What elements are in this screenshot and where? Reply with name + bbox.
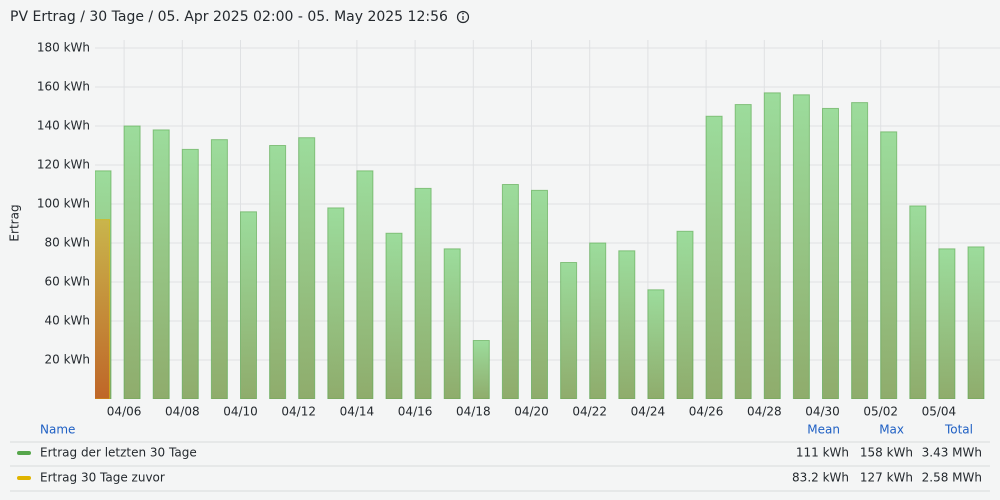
bar	[560, 262, 578, 399]
bar	[501, 184, 519, 399]
legend-name: Ertrag der letzten 30 Tage	[40, 446, 197, 460]
bar	[414, 187, 432, 399]
y-tick-label: 20 kWh	[44, 353, 90, 367]
x-tick-label: 04/10	[223, 405, 258, 419]
panel-title: PV Ertrag / 30 Tage / 05. Apr 2025 02:00…	[10, 9, 448, 25]
y-tick-label: 100 kWh	[37, 197, 90, 211]
y-tick-label: 40 kWh	[44, 314, 90, 328]
bar	[880, 131, 898, 399]
bar	[385, 232, 403, 399]
y-tick-label: 80 kWh	[44, 236, 90, 250]
plot	[95, 92, 985, 399]
y-axis-title: Ertrag	[8, 204, 22, 241]
bar	[705, 115, 723, 399]
x-tick-label: 04/26	[689, 405, 724, 419]
bar	[269, 145, 287, 399]
legend-value: 3.43 MWh	[922, 446, 982, 460]
y-tick-label: 140 kWh	[37, 119, 90, 133]
y-tick-label: 120 kWh	[37, 158, 90, 172]
info-icon[interactable]	[456, 10, 470, 24]
legend-value: 111 kWh	[796, 446, 849, 460]
legend-header: Max	[879, 423, 904, 437]
x-tick-label: 04/22	[572, 405, 607, 419]
x-tick-label: 04/08	[165, 405, 200, 419]
bar	[618, 250, 636, 399]
legend-header: Mean	[807, 423, 840, 437]
bar	[822, 107, 839, 399]
bar	[792, 94, 810, 399]
legend-value: 158 kWh	[860, 446, 913, 460]
x-tick-label: 04/30	[805, 405, 840, 419]
bar	[123, 125, 141, 399]
bar	[95, 219, 110, 399]
bar	[210, 139, 228, 399]
bar	[909, 205, 927, 399]
bar	[734, 104, 752, 399]
bar	[589, 242, 607, 399]
y-tick-label: 160 kWh	[37, 80, 90, 94]
x-tick-label: 04/14	[340, 405, 375, 419]
legend-value: 127 kWh	[860, 471, 913, 485]
x-tick-label: 04/16	[398, 405, 433, 419]
bar	[443, 248, 461, 399]
legend-swatch	[17, 451, 31, 455]
x-tick-label: 05/04	[922, 405, 957, 419]
y-tick-label: 60 kWh	[44, 275, 90, 289]
bar	[938, 248, 956, 399]
x-tick-label: 04/28	[747, 405, 782, 419]
x-tick-label: 04/12	[281, 405, 316, 419]
bar	[531, 189, 548, 399]
bar	[676, 230, 694, 399]
bar	[298, 137, 316, 399]
bar	[152, 129, 170, 399]
x-tick-label: 05/02	[863, 405, 898, 419]
bar	[851, 102, 869, 399]
legend-header: Name	[40, 423, 75, 437]
x-tick-label: 04/06	[107, 405, 142, 419]
bar	[356, 170, 374, 399]
bar	[327, 207, 345, 399]
x-tick-label: 04/20	[514, 405, 549, 419]
bar	[240, 211, 257, 399]
bar	[967, 246, 985, 399]
y-tick-label: 180 kWh	[37, 41, 90, 55]
x-tick-label: 04/18	[456, 405, 491, 419]
x-tick-label: 04/24	[631, 405, 666, 419]
bar	[763, 92, 781, 399]
bar	[181, 148, 199, 399]
bar	[472, 340, 490, 399]
bar	[647, 289, 665, 399]
legend-swatch	[17, 476, 31, 480]
legend-value: 83.2 kWh	[792, 471, 849, 485]
legend-name: Ertrag 30 Tage zuvor	[40, 471, 165, 485]
legend-value: 2.58 MWh	[922, 471, 982, 485]
legend-header: Total	[944, 423, 973, 437]
